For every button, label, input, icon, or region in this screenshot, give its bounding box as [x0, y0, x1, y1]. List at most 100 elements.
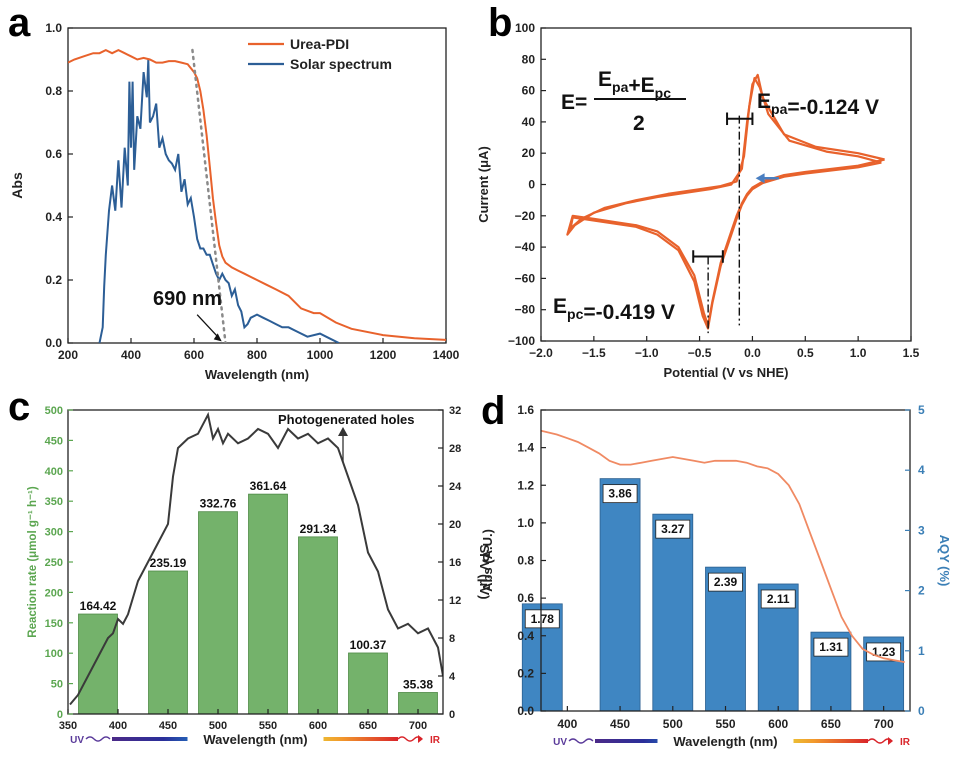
y-tick-label-d: 0.0	[517, 704, 534, 718]
plot-area-a	[68, 48, 446, 343]
y-tick-label-b: −40	[515, 240, 536, 254]
y-tick-label-a: 0.4	[45, 210, 62, 224]
x-tick-label-d: 500	[663, 717, 683, 731]
x-tick-label-a: 1000	[307, 348, 334, 362]
y-tick-label-d: 0.8	[517, 554, 534, 568]
x-axis-label-a: Wavelength (nm)	[205, 367, 309, 382]
spv-line	[69, 411, 443, 706]
panel-c: 164.42 235.19 332.76 361.64 291.34 100.37 35.3…	[27, 405, 492, 747]
annotation-690nm: 690 nm	[153, 288, 222, 310]
xlabel-bg-d	[657, 731, 794, 749]
y-tick-label-b: −20	[515, 209, 536, 223]
x-tick-label-b: −2.0	[529, 346, 553, 360]
bar-value-box-d	[524, 609, 560, 629]
annotation-photogenerated-holes: Photogenerated holes	[278, 412, 415, 427]
y-tick-label-c: 450	[45, 435, 63, 447]
y-tick-label-b: 100	[515, 21, 535, 35]
y-tick-label-c: 400	[45, 466, 63, 478]
scan-arrow-head	[755, 173, 765, 184]
y-tick-label-a: 0.0	[45, 336, 62, 350]
uv-label-c: UV	[70, 735, 84, 746]
y-tick-label-d: 0.4	[517, 629, 534, 643]
y-tick-label-b: 0	[528, 178, 535, 192]
bar-c-550	[248, 493, 288, 715]
y-tick-label-c: 350	[45, 496, 63, 508]
bar-value-label-c: 235.19	[150, 556, 187, 570]
x-tick-label-c: 650	[359, 720, 377, 732]
y-tick-label-right-c: 28	[449, 443, 461, 455]
uv-wave-c	[85, 736, 111, 742]
bar-d-450	[599, 478, 641, 712]
panel-label-b: b	[488, 1, 512, 45]
bar-value-label-c: 332.76	[200, 497, 237, 511]
y-tick-label-c: 200	[45, 587, 63, 599]
y-tick-label-d: 1.4	[517, 441, 534, 455]
y-tick-label-right-c: 24	[449, 481, 462, 493]
y-tick-label-b: −80	[515, 303, 536, 317]
y-tick-label-b: 20	[522, 146, 536, 160]
x-tick-label-c: 350	[59, 720, 77, 732]
x-tick-label-b: 1.5	[903, 346, 920, 360]
y-tick-label-c: 500	[45, 405, 63, 417]
arrow-head-a	[213, 333, 222, 342]
bar-value-label-d: 1.31	[819, 640, 843, 654]
x-tick-label-a: 600	[184, 348, 204, 362]
y-axis-label-right-c: SPV (μV)	[477, 545, 492, 600]
x-axis-label-b: Potential (V vs NHE)	[664, 365, 789, 380]
plot-frame-a	[67, 27, 447, 344]
bar-value-label-c: 291.34	[300, 522, 337, 536]
series-line-urea-pdi	[68, 48, 446, 341]
panel-label-a: a	[8, 1, 31, 45]
bar-value-label-d: 1.23	[872, 645, 896, 659]
x-tick-label-d: 450	[610, 717, 630, 731]
equation-denominator: 2	[633, 112, 645, 135]
bar-value-box-d	[708, 572, 743, 592]
y-tick-label-right-c: 20	[449, 519, 461, 531]
x-tick-label-d: 700	[874, 717, 894, 731]
y-tick-label-right-c: 0	[449, 709, 455, 721]
y-tick-label-b: 80	[522, 52, 536, 66]
y-axis-label-b: Current (μA)	[476, 146, 491, 223]
y-tick-label-d: 1.6	[517, 403, 534, 417]
bar-value-label-c: 100.37	[350, 638, 387, 652]
legend-label-urea-pdi: Urea-PDI	[290, 36, 349, 52]
y-tick-label-a: 0.6	[45, 147, 62, 161]
y-tick-label-right-d: 1	[918, 644, 925, 658]
y-tick-label-right-d: 5	[918, 403, 925, 417]
x-tick-label-a: 800	[247, 348, 267, 362]
bar-value-box-d	[655, 519, 691, 539]
x-tick-label-d: 600	[768, 717, 788, 731]
plot-area-d	[541, 429, 905, 663]
y-tick-label-d: 0.6	[517, 591, 534, 605]
y-tick-label-d: 1.2	[517, 478, 534, 492]
bar-value-box-d	[813, 637, 849, 657]
y-tick-label-b: 60	[522, 84, 536, 98]
x-tick-label-a: 400	[121, 348, 141, 362]
x-tick-label-c: 700	[409, 720, 427, 732]
x-tick-label-b: 0.0	[744, 346, 761, 360]
plot-area-b	[566, 73, 885, 330]
bar-value-box-d	[760, 589, 796, 609]
uv-label-d: UV	[553, 737, 567, 748]
x-tick-label-b: 0.5	[797, 346, 814, 360]
ir-arrow-c	[418, 735, 423, 743]
x-tick-label-c: 400	[109, 720, 127, 732]
ir-arrow-d	[888, 737, 893, 745]
y-tick-label-right-c: 16	[449, 557, 461, 569]
arrow-line-a	[196, 314, 220, 339]
series-line-solar	[98, 59, 340, 343]
annotation-epa: Epa=-0.124 V	[757, 90, 879, 119]
plot-area-c	[69, 411, 443, 706]
panel-a: 200 400 600 800 1000 1200 1400 0.0 0.2 0.4 0.6 0.8 1…	[9, 21, 460, 382]
ir-label-c: IR	[430, 735, 441, 746]
equation-numerator: Epa+Epc	[598, 68, 671, 101]
x-tick-label-d: 650	[821, 717, 841, 731]
panel-label-d: d	[481, 389, 505, 433]
x-tick-label-a: 1200	[370, 348, 397, 362]
x-axis-label-c: Wavelength (nm)	[203, 732, 307, 747]
y-tick-label-right-c: 32	[449, 405, 461, 417]
y-tick-label-b: 40	[522, 115, 536, 129]
x-tick-label-c: 450	[159, 720, 177, 732]
